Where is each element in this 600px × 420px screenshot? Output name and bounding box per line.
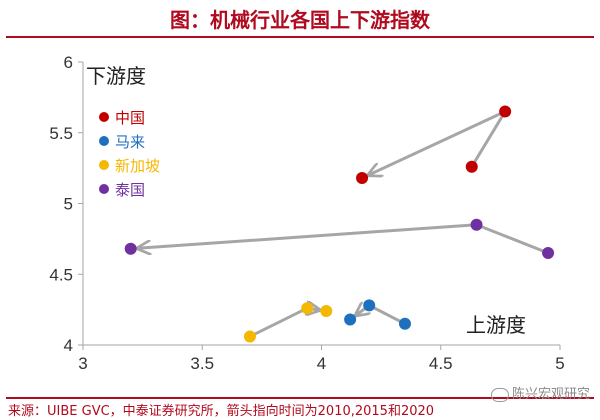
data-point (124, 242, 137, 255)
trend-arrow (138, 223, 549, 253)
legend-marker (99, 112, 109, 122)
page-title: 图：机械行业各国上下游指数 (170, 8, 430, 32)
y-tick-label: 5.5 (49, 124, 73, 143)
trend-arrow (368, 110, 507, 176)
data-point (243, 330, 256, 343)
data-point (470, 218, 483, 231)
wechat-icon (490, 387, 509, 402)
data-point (499, 105, 512, 118)
x-tick-label: 4 (317, 354, 326, 373)
data-point (542, 247, 555, 260)
x-tick-label: 5 (555, 354, 564, 373)
legend-label: 泰国 (115, 181, 145, 199)
source-note: 来源：UIBE GVC，中泰证券研究所，箭头指向时间为2010,2015和202… (8, 404, 435, 419)
data-point (301, 302, 314, 315)
x-tick-label: 4.5 (429, 354, 453, 373)
legend-marker (99, 160, 109, 170)
watermark-text: 陈兴宏观研究 (511, 387, 590, 402)
x-tick-label: 3.5 (190, 354, 214, 373)
data-point (465, 160, 478, 173)
legend-label: 中国 (115, 109, 145, 127)
data-point (320, 305, 333, 318)
watermark: 陈兴宏观研究 (490, 383, 590, 402)
x-tick-label: 3 (78, 354, 87, 373)
data-point (398, 317, 411, 330)
y-tick-label: 6 (64, 53, 73, 72)
x-axis-title: 上游度 (466, 313, 526, 337)
trend-arrow (356, 305, 406, 326)
legend-marker (99, 136, 109, 146)
y-tick-label: 4.5 (49, 265, 73, 284)
y-tick-label: 4 (64, 336, 73, 355)
legend-label: 马来 (115, 133, 145, 151)
title-bar: 图：机械行业各国上下游指数 (0, 0, 600, 40)
y-axis-title: 下游度 (86, 64, 146, 88)
data-point (344, 313, 357, 326)
data-point (356, 172, 369, 185)
legend-marker (99, 184, 109, 194)
source-divider (6, 397, 594, 399)
legend-label: 新加坡 (115, 157, 160, 175)
title-divider (6, 36, 594, 38)
y-tick-label: 5 (64, 195, 73, 214)
data-point (363, 299, 376, 312)
